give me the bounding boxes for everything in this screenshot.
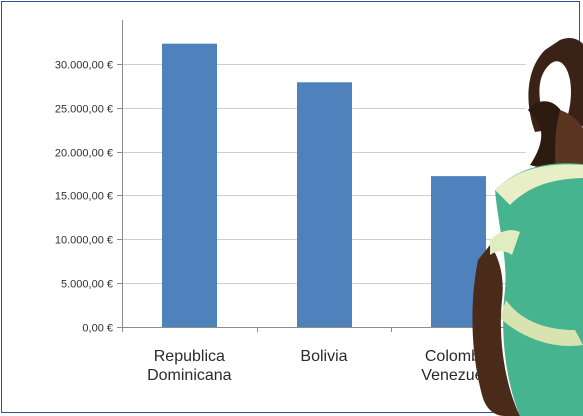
bars <box>162 43 486 327</box>
y-tick-label: 15.000,00 € <box>55 191 113 203</box>
y-tick-label: 10.000,00 € <box>55 235 113 247</box>
x-category-label: Republica Dominicana <box>129 347 249 385</box>
x-category-label-line: Republica <box>153 348 225 365</box>
x-category-label: Bolivia <box>264 347 384 366</box>
y-tick-label: 25.000,00 € <box>55 104 113 116</box>
x-category-label-line: Bolivia <box>300 348 348 365</box>
x-category-label-line: Dominicana <box>147 367 232 384</box>
axes <box>117 20 527 332</box>
bar <box>162 43 217 327</box>
y-tick-label: 0,00 € <box>82 323 113 335</box>
y-tick-label: 5.000,00 € <box>61 279 113 291</box>
bar <box>297 82 352 327</box>
y-tick-labels: 0,00 € 5.000,00 € 10.000,00 € 15.000,00 € 20… <box>55 60 113 335</box>
y-tick-label: 30.000,00 € <box>55 60 113 72</box>
y-tick-label: 20.000,00 € <box>55 148 113 160</box>
